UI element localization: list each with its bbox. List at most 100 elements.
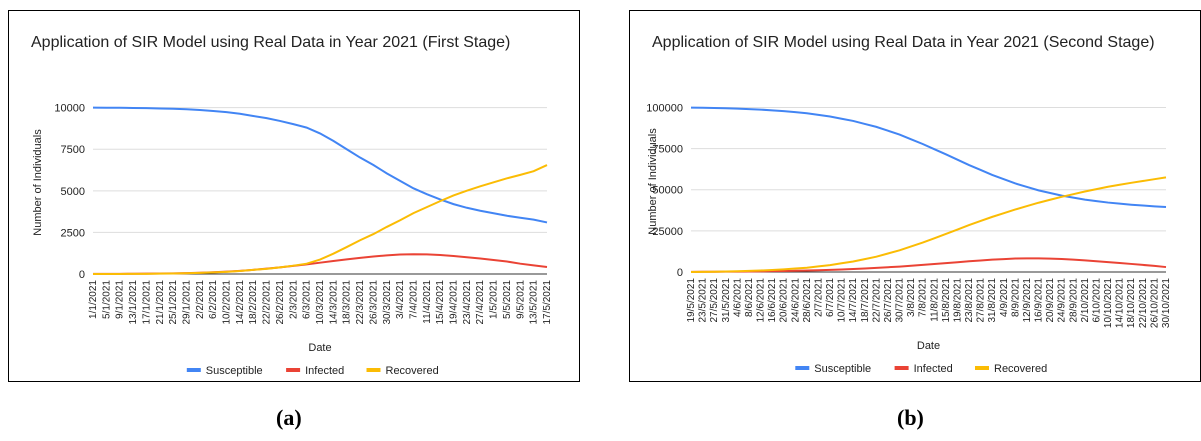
x-tick-label: 25/1/2021	[168, 280, 179, 325]
x-tick-label: 18/3/2021	[342, 280, 353, 325]
y-tick-label: 5000	[61, 186, 85, 198]
x-tick-label: 9/5/2021	[515, 280, 526, 319]
x-tick-label: 6/2/2021	[208, 280, 219, 319]
legend-label: Infected	[914, 363, 953, 375]
y-tick-label: 25000	[652, 226, 683, 238]
y-tick-label: 50000	[652, 185, 683, 197]
legend-label: Recovered	[386, 365, 439, 377]
x-tick-label: 26/7/2021	[883, 278, 894, 323]
legend-label: Susceptible	[206, 365, 263, 377]
line	[93, 164, 548, 275]
y-axis-title: Number of Individuals	[647, 128, 659, 235]
x-tick-label: 17/1/2021	[141, 280, 152, 325]
x-tick-label: 27/4/2021	[475, 280, 486, 325]
x-tick-label: 20/6/2021	[779, 278, 790, 323]
x-tick-label: 10/10/2021	[1103, 278, 1114, 328]
x-tick-label: 15/8/2021	[941, 278, 952, 323]
x-tick-label: 9/1/2021	[115, 280, 126, 319]
x-tick-label: 14/3/2021	[328, 280, 339, 325]
x-tick-label: 7/8/2021	[918, 278, 929, 317]
x-tick-label: 5/1/2021	[101, 280, 112, 319]
x-tick-label: 31/5/2021	[721, 278, 732, 323]
line	[690, 257, 1167, 273]
x-tick-label: 14/2/2021	[235, 280, 246, 325]
line	[690, 106, 1167, 209]
x-tick-label: 8/6/2021	[744, 278, 755, 317]
y-tick-label: 10000	[54, 103, 85, 115]
x-tick-label: 24/6/2021	[790, 278, 801, 323]
x-tick-label: 18/2/2021	[248, 280, 259, 325]
x-tick-label: 21/1/2021	[155, 280, 166, 325]
x-tick-label: 10/3/2021	[315, 280, 326, 325]
x-tick-label: 11/4/2021	[422, 280, 433, 324]
x-tick-label: 20/9/2021	[1045, 278, 1056, 323]
x-tick-label: 2/7/2021	[813, 278, 824, 317]
x-tick-label: 23/8/2021	[964, 278, 975, 323]
y-tick-label: 2500	[61, 227, 85, 239]
x-tick-label: 11/8/2021	[929, 278, 940, 322]
y-tick-label: 0	[79, 269, 85, 281]
x-tick-label: 22/10/2021	[1138, 278, 1149, 328]
y-tick-label: 100000	[646, 102, 683, 114]
x-tick-label: 24/9/2021	[1057, 278, 1068, 323]
x-tick-label: 1/5/2021	[489, 280, 500, 319]
x-tick-label: 3/4/2021	[395, 280, 406, 319]
x-tick-label: 14/10/2021	[1115, 278, 1126, 328]
y-axis-title: Number of Individuals	[32, 129, 44, 236]
x-axis-title: Date	[308, 342, 331, 354]
caption: (b)	[897, 405, 924, 430]
x-tick-label: 12/9/2021	[1022, 278, 1033, 323]
x-tick-label: 6/3/2021	[302, 280, 313, 319]
x-tick-label: 30/7/2021	[895, 278, 906, 323]
x-tick-label: 18/7/2021	[860, 278, 871, 323]
x-tick-label: 30/10/2021	[1161, 278, 1172, 328]
y-tick-label: 75000	[652, 144, 683, 156]
x-tick-label: 30/3/2021	[382, 280, 393, 325]
x-tick-label: 10/7/2021	[837, 278, 848, 323]
x-tick-label: 13/5/2021	[529, 280, 540, 325]
y-tick-label: 0	[677, 267, 683, 279]
legend-label: Susceptible	[814, 363, 871, 375]
legend-label: Recovered	[994, 363, 1047, 375]
line	[690, 176, 1167, 273]
chart-title: Application of SIR Model using Real Data…	[31, 34, 510, 51]
x-tick-label: 22/3/2021	[355, 280, 366, 325]
x-axis-title: Date	[917, 340, 940, 352]
x-tick-label: 2/2/2021	[195, 280, 206, 319]
x-tick-label: 23/5/2021	[698, 278, 709, 323]
x-tick-label: 4/6/2021	[732, 278, 743, 317]
x-tick-label: 12/6/2021	[756, 278, 767, 323]
x-tick-label: 26/2/2021	[275, 280, 286, 325]
x-tick-label: 29/1/2021	[181, 280, 192, 325]
line	[92, 106, 548, 224]
chart-title: Application of SIR Model using Real Data…	[652, 34, 1155, 51]
line	[92, 253, 548, 275]
x-tick-label: 22/7/2021	[871, 278, 882, 323]
x-tick-label: 7/4/2021	[408, 280, 419, 319]
x-tick-label: 2/10/2021	[1080, 278, 1091, 323]
x-tick-label: 6/10/2021	[1091, 278, 1102, 323]
chart-b: Application of SIR Model using Real Data…	[629, 10, 1201, 382]
x-tick-label: 28/6/2021	[802, 278, 813, 323]
x-tick-label: 16/9/2021	[1034, 278, 1045, 323]
x-tick-label: 18/10/2021	[1126, 278, 1137, 328]
x-tick-label: 27/5/2021	[709, 278, 720, 323]
x-tick-label: 3/8/2021	[906, 278, 917, 317]
x-tick-label: 8/9/2021	[1010, 278, 1021, 317]
x-tick-label: 17/5/2021	[542, 280, 553, 325]
x-tick-label: 26/3/2021	[368, 280, 379, 325]
x-tick-label: 4/9/2021	[999, 278, 1010, 317]
x-tick-label: 22/2/2021	[262, 280, 273, 325]
y-tick-label: 7500	[61, 144, 85, 156]
legend-label: Infected	[305, 365, 344, 377]
x-tick-label: 13/1/2021	[128, 280, 139, 325]
x-tick-label: 19/4/2021	[449, 280, 460, 325]
caption: (a)	[276, 405, 302, 430]
x-tick-label: 26/10/2021	[1149, 278, 1160, 328]
x-tick-label: 31/8/2021	[987, 278, 998, 323]
x-tick-label: 5/5/2021	[502, 280, 513, 319]
x-tick-label: 14/7/2021	[848, 278, 859, 323]
x-tick-label: 28/9/2021	[1068, 278, 1079, 323]
x-tick-label: 19/8/2021	[952, 278, 963, 323]
